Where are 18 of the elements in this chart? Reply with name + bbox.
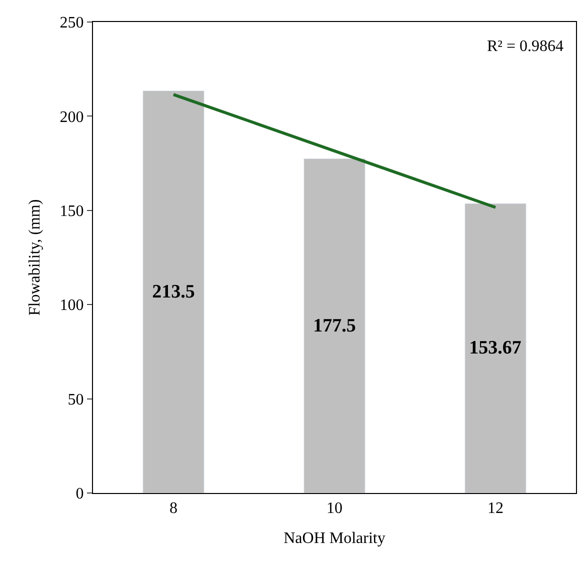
data-label: 213.5 <box>152 281 195 302</box>
y-axis-title: Flowability, (mm) <box>26 199 44 316</box>
data-label: 177.5 <box>313 315 356 336</box>
y-tick-label: 50 <box>68 391 84 408</box>
y-tick-label: 150 <box>60 203 84 220</box>
x-tick-label: 12 <box>488 500 504 518</box>
data-label: 153.67 <box>469 338 522 359</box>
x-axis-title: NaOH Molarity <box>284 530 386 547</box>
x-tick-label: 10 <box>326 500 342 518</box>
bar <box>142 90 204 493</box>
y-tick-label: 0 <box>76 486 84 503</box>
x-tick-label: 8 <box>170 500 178 518</box>
bar <box>464 203 526 493</box>
y-tick-label: 200 <box>60 108 84 126</box>
y-tick-label: 100 <box>60 297 84 314</box>
annotation: R² = 0.9864 <box>487 38 564 55</box>
y-tick-label: 250 <box>60 14 84 32</box>
bar <box>304 158 366 493</box>
